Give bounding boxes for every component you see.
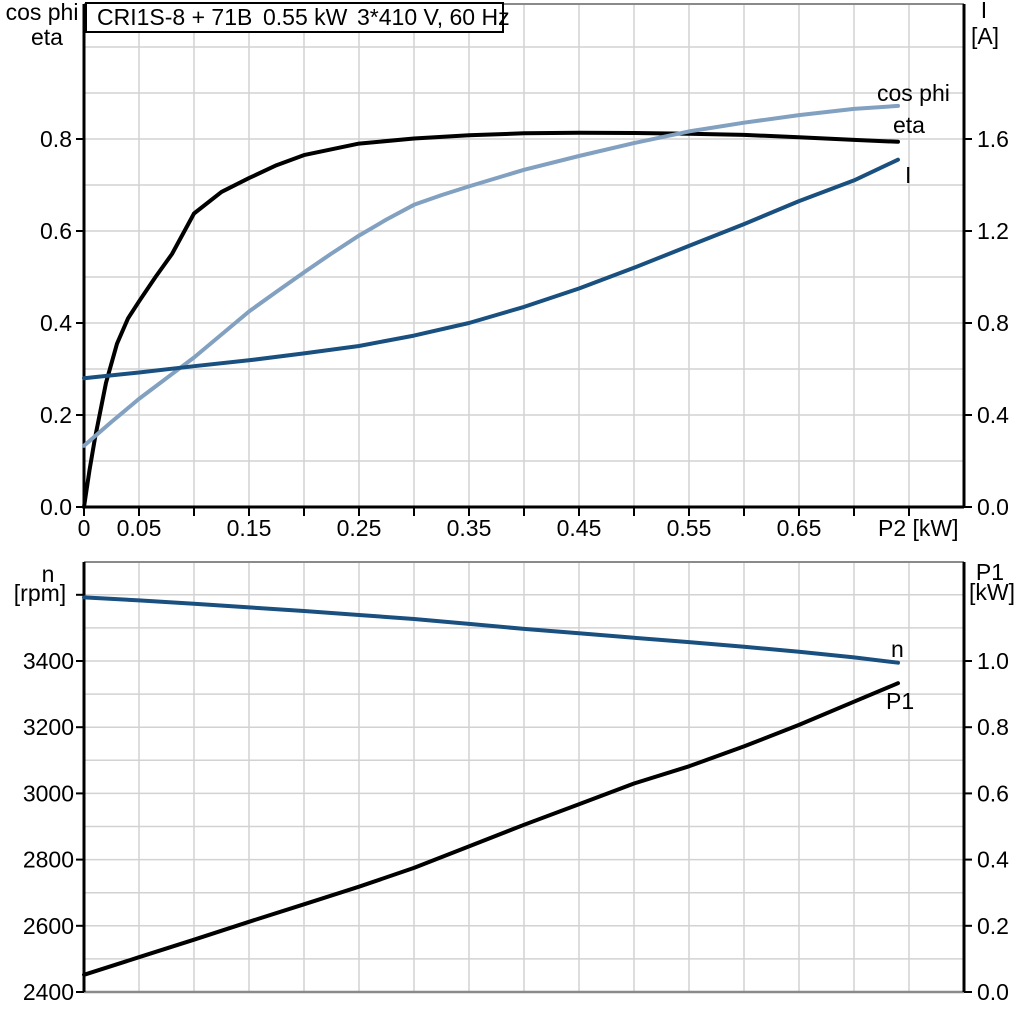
tick-label: 0.4: [40, 310, 72, 336]
curve-label-eta: eta: [893, 112, 925, 138]
top-left-axis-title-line2: eta: [31, 24, 63, 50]
curve-label-current: I: [905, 162, 911, 188]
tick-label: 0.2: [40, 402, 72, 428]
tick-label: 0.8: [977, 714, 1009, 740]
tick-label: 0: [78, 515, 91, 541]
bottom-left-axis-title-line2: [rpm]: [14, 580, 66, 606]
tick-label: 0.4: [977, 847, 1009, 873]
tick-label: 1.6: [977, 126, 1009, 152]
tick-label: 3000: [23, 780, 74, 806]
top-right-axis-title-line2: [A]: [971, 23, 999, 49]
tick-label: 0.0: [977, 979, 1009, 1005]
tick-label: 0.2: [977, 913, 1009, 939]
tick-label: 0.55: [667, 515, 712, 541]
bottom-chart-gridlines: [84, 562, 964, 992]
curve-cos-phi: [82, 103, 900, 448]
top-chart-gridlines: [84, 4, 964, 507]
top-right-axis-title-line1: I: [981, 0, 987, 23]
tick-label: 3400: [23, 648, 74, 674]
curve-p1: [82, 681, 900, 977]
curve-label-speed: n: [891, 636, 904, 662]
tick-label: 2800: [23, 847, 74, 873]
tick-label: 0.4: [977, 402, 1009, 428]
tick-label: 0.6: [977, 780, 1009, 806]
axis-tick-labels: 0.0 0.2 0.4 0.6 0.8 0.0 0.4 0.8 1.2 1.6 0 0.05 0.15 0…: [23, 126, 1009, 1005]
chart-title-voltage: 3*410 V, 60 Hz: [357, 4, 510, 30]
bottom-chart-curves: [82, 595, 900, 977]
chart-title-power: 0.55 kW: [263, 4, 348, 30]
bottom-left-axis-title-line1: n: [42, 561, 55, 587]
bottom-right-axis-title-line1: P1: [976, 559, 1004, 585]
tick-label: 0.45: [557, 515, 602, 541]
curve-i: [82, 157, 900, 381]
curve-label-cos-phi: cos phi: [877, 80, 950, 106]
tick-label: 3200: [23, 714, 74, 740]
top-chart-curves: [82, 103, 900, 509]
tick-label: 0.25: [337, 515, 382, 541]
tick-label: 0.0: [977, 494, 1009, 520]
bottom-right-axis-title-line2: [kW]: [969, 579, 1015, 605]
top-left-axis-title-line1: cos phi: [6, 0, 79, 25]
tick-label: 1.0: [977, 648, 1009, 674]
tick-label: 0.6: [40, 218, 72, 244]
curve-n: [82, 595, 900, 665]
tick-label: 2600: [23, 913, 74, 939]
tick-label: 1.2: [977, 218, 1009, 244]
tick-label: 0.65: [777, 515, 822, 541]
tick-label: 0.05: [117, 515, 162, 541]
curve-eta: [82, 130, 900, 509]
tick-label: 0.35: [447, 515, 492, 541]
tick-label: 0.8: [40, 126, 72, 152]
tick-label: 0.0: [40, 494, 72, 520]
top-x-axis-title: P2 [kW]: [878, 515, 959, 541]
chart-title-pump: CRI1S-8 + 71B: [97, 4, 252, 30]
tick-label: 0.8: [977, 310, 1009, 336]
curve-label-input-power: P1: [886, 688, 914, 714]
tick-label: 0.15: [227, 515, 272, 541]
axis-ticks: [76, 138, 972, 993]
chart-title-box: [85, 2, 504, 33]
tick-label: 2400: [23, 979, 74, 1005]
